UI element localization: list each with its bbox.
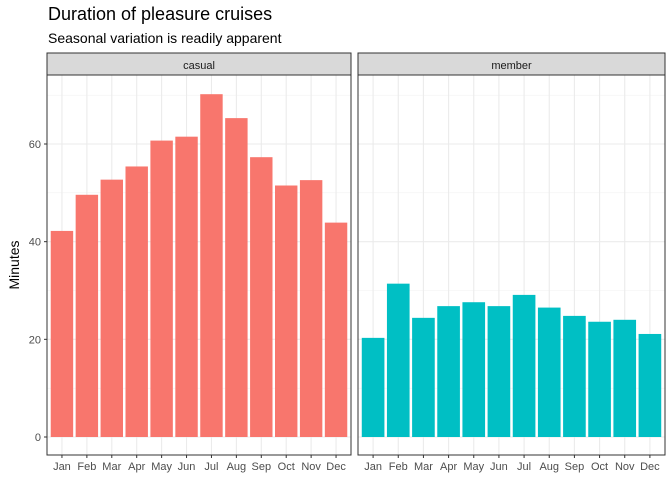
bar-member-jul (512, 294, 536, 437)
bar-casual-nov (299, 180, 323, 438)
x-tick-label: Jul (204, 461, 218, 473)
x-tick-label: May (463, 461, 484, 473)
x-tick-label: May (151, 461, 172, 473)
bar-casual-dec (324, 222, 348, 437)
bar-member-aug (537, 307, 561, 437)
x-tick-label: Jun (490, 461, 508, 473)
y-tick-label: 0 (35, 432, 41, 444)
y-axis-title: Minutes (6, 240, 22, 289)
x-tick-label: Aug (227, 461, 247, 473)
bar-member-apr (437, 306, 460, 437)
bar-casual-jan (50, 230, 74, 437)
x-tick-label: Nov (301, 461, 321, 473)
bar-member-jun (487, 306, 511, 437)
y-tick-label: 60 (29, 139, 41, 151)
bar-member-nov (613, 319, 637, 437)
bar-member-dec (638, 333, 662, 437)
bar-casual-apr (125, 166, 148, 438)
x-tick-label: Sep (565, 461, 585, 473)
x-tick-label: Mar (102, 461, 121, 473)
facet-strip-label: casual (183, 60, 215, 72)
x-tick-label: Apr (128, 461, 145, 473)
x-tick-label: Feb (77, 461, 96, 473)
x-tick-label: Jan (364, 461, 382, 473)
bar-casual-sep (250, 157, 273, 437)
bar-member-feb (386, 283, 410, 437)
y-tick-label: 40 (29, 237, 41, 249)
bar-casual-feb (75, 194, 99, 437)
bar-casual-aug (225, 118, 248, 437)
x-tick-label: Apr (440, 461, 457, 473)
x-tick-label: Nov (615, 461, 635, 473)
bar-member-may (462, 302, 486, 437)
facet-strip-label: member (491, 60, 532, 72)
x-tick-label: Jul (517, 461, 531, 473)
x-tick-label: Aug (539, 461, 559, 473)
x-tick-label: Dec (326, 461, 346, 473)
x-tick-label: Oct (591, 461, 608, 473)
chart-subtitle: Seasonal variation is readily apparent (48, 30, 282, 46)
x-tick-label: Sep (252, 461, 272, 473)
bar-member-oct (588, 321, 611, 437)
y-tick-label: 20 (29, 334, 41, 346)
bar-casual-jul (200, 94, 223, 437)
x-tick-label: Jun (178, 461, 196, 473)
bar-casual-may (150, 140, 173, 437)
panel-border (357, 74, 666, 456)
x-tick-label: Oct (278, 461, 295, 473)
chart-title: Duration of pleasure cruises (48, 4, 273, 24)
bar-member-sep (563, 315, 586, 437)
bar-member-jan (361, 337, 385, 437)
bar-casual-jun (175, 136, 198, 438)
x-tick-label: Mar (414, 461, 433, 473)
bar-casual-oct (275, 185, 298, 437)
bar-member-mar (412, 317, 435, 437)
bar-casual-mar (100, 179, 123, 438)
x-tick-label: Dec (640, 461, 660, 473)
x-tick-label: Feb (389, 461, 408, 473)
panel-border (46, 74, 352, 456)
x-tick-label: Jan (53, 461, 71, 473)
